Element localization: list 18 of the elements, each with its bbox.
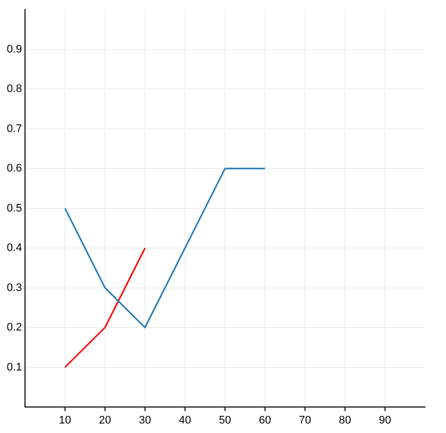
x-tick-label: 40 — [178, 414, 192, 427]
y-tick-label: 0.6 — [6, 162, 22, 175]
y-tick-label: 0.2 — [6, 322, 22, 334]
x-tick-label: 50 — [218, 414, 232, 427]
x-tick-label: 10 — [58, 414, 72, 427]
y-tick-label: 0.8 — [6, 83, 22, 96]
x-tick-label: 90 — [378, 414, 392, 427]
x-tick-label: 20 — [98, 414, 112, 427]
y-tick-label: 0.7 — [6, 122, 22, 135]
y-tick-label: 0.1 — [6, 361, 22, 374]
x-tick-label: 80 — [338, 414, 352, 427]
x-tick-label: 30 — [138, 414, 152, 427]
y-tick-label: 0.5 — [6, 202, 22, 214]
y-tick-label: 0.3 — [6, 282, 22, 294]
x-tick-label: 60 — [258, 414, 272, 427]
x-tick-label: 70 — [298, 414, 312, 427]
y-tick-label: 0.9 — [6, 43, 22, 56]
y-tick-label: 0.4 — [6, 242, 22, 254]
